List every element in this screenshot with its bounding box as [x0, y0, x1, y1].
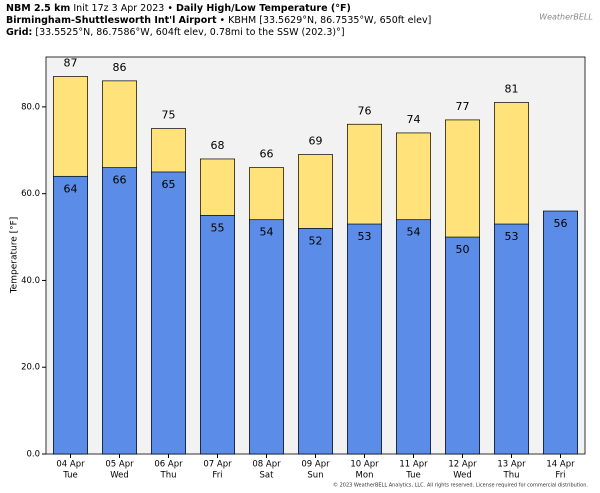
copyright: © 2023 WeatherBELL Analytics, LLC. All r… [333, 482, 588, 489]
y-tick-label: 20.0 [21, 363, 40, 373]
value-label: 77 [456, 100, 470, 113]
bar [494, 223, 530, 455]
x-tick-label: 09 Apr [301, 460, 330, 470]
x-tick-day: Thu [503, 471, 520, 481]
value-label: 87 [64, 57, 78, 70]
y-axis-label: Temperature [°F] [10, 217, 20, 295]
bar [101, 167, 137, 455]
x-tick-day: Sat [260, 471, 275, 481]
bar [542, 210, 578, 455]
value-label: 66 [113, 174, 127, 187]
value-label: 52 [309, 234, 323, 247]
x-tick-day: Tue [405, 471, 421, 481]
x-tick-label: 04 Apr [56, 460, 85, 470]
x-tick-label: 08 Apr [252, 460, 281, 470]
bar [298, 228, 334, 455]
x-tick-label: 05 Apr [105, 460, 134, 470]
value-label: 74 [407, 113, 421, 126]
value-label: 68 [211, 139, 225, 152]
station: Birmingham-Shuttlesworth Int'l Airport [6, 15, 217, 26]
bar [396, 219, 432, 455]
value-label: 76 [358, 104, 372, 117]
separator: • [167, 3, 173, 14]
value-label: 55 [211, 221, 225, 234]
value-label: 54 [407, 226, 421, 239]
y-tick-label: 0.0 [26, 450, 40, 460]
x-tick-label: 13 Apr [497, 460, 526, 470]
y-tick-label: 80.0 [21, 102, 40, 112]
value-label: 56 [554, 217, 568, 230]
header-line: Birmingham-Shuttlesworth Int'l Airport •… [6, 15, 431, 27]
y-tick-label: 60.0 [21, 189, 40, 199]
header-line: Grid: [33.5525°N, 86.7586°W, 604ft elev,… [6, 27, 431, 39]
model: NBM 2.5 km [6, 3, 71, 14]
bar [445, 236, 481, 455]
value-label: 81 [505, 83, 519, 96]
value-label: 64 [64, 182, 78, 195]
value-label: 86 [113, 61, 127, 74]
bar [52, 175, 88, 455]
x-tick-label: 10 Apr [350, 460, 379, 470]
value-label: 75 [162, 109, 176, 122]
x-tick-label: 06 Apr [154, 460, 183, 470]
x-tick-day: Sun [307, 471, 323, 481]
x-tick-day: Fri [555, 471, 565, 481]
value-label: 50 [456, 243, 470, 256]
bar [151, 171, 187, 455]
product: Daily High/Low Temperature (°F) [176, 3, 351, 14]
value-label: 54 [260, 226, 274, 239]
value-label: 66 [260, 148, 274, 161]
header: NBM 2.5 km Init 17z 3 Apr 2023 • Daily H… [6, 3, 431, 39]
header-line: NBM 2.5 km Init 17z 3 Apr 2023 • Daily H… [6, 3, 431, 15]
value-label: 53 [505, 230, 519, 243]
x-tick-day: Mon [356, 471, 374, 481]
x-tick-day: Thu [160, 471, 177, 481]
init: Init 17z 3 Apr 2023 [73, 3, 165, 14]
x-tick-day: Wed [453, 471, 472, 481]
x-tick-day: Wed [110, 471, 129, 481]
grid-label: Grid: [6, 27, 33, 38]
x-tick-label: 14 Apr [546, 460, 575, 470]
y-tick-label: 40.0 [21, 276, 40, 286]
logo: WeatherBELL [539, 13, 593, 22]
grid-info: [33.5525°N, 86.7586°W, 604ft elev, 0.78m… [35, 27, 345, 38]
x-tick-label: 11 Apr [399, 460, 428, 470]
x-tick-day: Tue [62, 471, 78, 481]
bar [347, 223, 383, 455]
x-tick-day: Fri [212, 471, 222, 481]
value-label: 65 [162, 178, 176, 191]
x-tick-label: 07 Apr [203, 460, 232, 470]
x-tick-label: 12 Apr [448, 460, 477, 470]
bar [249, 219, 285, 455]
value-label: 53 [358, 230, 372, 243]
bar [200, 215, 236, 455]
station-info: • KBHM [33.5629°N, 86.7535°W, 650ft elev… [219, 15, 432, 26]
value-label: 69 [309, 135, 323, 148]
